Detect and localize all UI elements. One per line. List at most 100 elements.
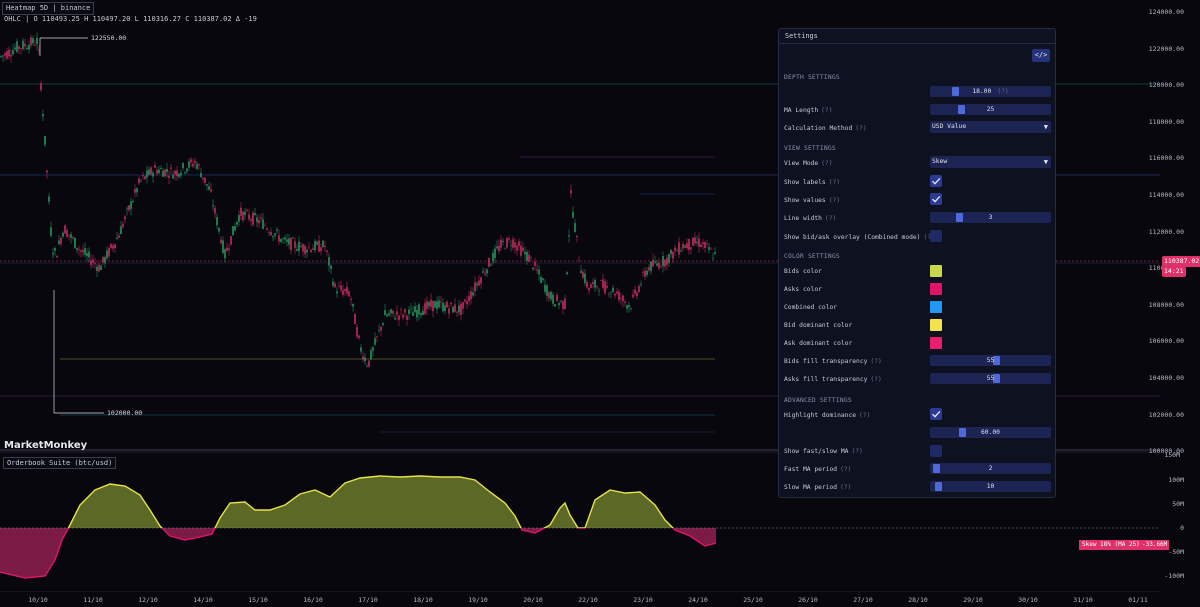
help-icon[interactable]: (?): [870, 358, 882, 365]
ma-length-label: MA Length (?): [784, 107, 833, 114]
asks-fill-slider[interactable]: 55: [930, 373, 1051, 384]
calc-method-select[interactable]: USD Value ▼: [930, 121, 1051, 133]
candle-body: [308, 246, 310, 248]
show-labels-checkbox[interactable]: [930, 175, 942, 187]
ma-length-slider[interactable]: 25: [930, 104, 1051, 115]
overlay-checkbox[interactable]: [930, 230, 942, 242]
combined-color-swatch[interactable]: [930, 301, 942, 313]
candle-body: [396, 311, 398, 315]
candle-body: [266, 228, 268, 230]
settings-panel: Settings </> DEPTH SETTINGS 18.00 (?) MA …: [778, 28, 1056, 498]
slider-knob[interactable]: [933, 464, 940, 473]
candle-body: [52, 252, 54, 255]
candle-body: [612, 287, 614, 292]
candle-body: [466, 301, 468, 305]
help-icon[interactable]: (?): [851, 448, 863, 455]
candle-body: [644, 270, 646, 277]
time-tick-label: 10/10: [28, 596, 48, 604]
candle-body: [420, 313, 422, 316]
candle-body: [18, 46, 20, 50]
time-tick-label: 01/11: [1128, 596, 1148, 604]
skew-value-badge: -33.66M: [1140, 540, 1170, 550]
candle-body: [140, 180, 142, 181]
candle-body: [202, 177, 204, 180]
candle-body: [542, 278, 544, 280]
candle-body: [106, 250, 108, 259]
slider-knob[interactable]: [935, 482, 942, 491]
candle-body: [76, 247, 78, 250]
candle-body: [486, 269, 488, 274]
candle-body: [316, 241, 318, 245]
skew-legend-badge: Skew 18% (MA 25) [USD]: [1079, 540, 1165, 550]
view-mode-select[interactable]: Skew ▼: [930, 156, 1051, 168]
slider-knob[interactable]: [993, 356, 1000, 365]
candle-body: [74, 237, 76, 249]
price-tick-label: 120000.00: [1148, 81, 1184, 90]
time-tick-label: 14/10: [193, 596, 213, 604]
candle-body: [282, 238, 284, 240]
show-fast-slow-checkbox[interactable]: [930, 445, 942, 457]
slider-knob[interactable]: [959, 428, 966, 437]
symbol-label[interactable]: Heatmap 5D | binance: [2, 2, 95, 15]
help-icon[interactable]: (?): [828, 197, 841, 204]
candle-body: [302, 244, 304, 252]
price-chart[interactable]: 122550.00 102000.00: [0, 0, 1160, 592]
candle-body: [696, 241, 698, 243]
slider-knob[interactable]: [952, 87, 959, 96]
asks-color-swatch[interactable]: [930, 283, 942, 295]
candle-body: [610, 292, 612, 294]
depth-slider[interactable]: 18.00 (?): [930, 86, 1051, 97]
calc-method-label: Calculation Method (?): [784, 125, 867, 132]
candle-body: [672, 251, 674, 259]
bids-fill-slider[interactable]: 55: [930, 355, 1051, 366]
time-tick-label: 17/10: [358, 596, 378, 604]
candle-body: [116, 237, 118, 240]
bids-color-swatch[interactable]: [930, 265, 942, 277]
help-icon[interactable]: (?): [923, 234, 934, 241]
candle-body: [198, 164, 200, 166]
help-icon[interactable]: (?): [821, 107, 833, 114]
candle-body: [114, 244, 116, 248]
candle-body: [530, 256, 532, 258]
help-icon[interactable]: (?): [997, 88, 1009, 95]
advanced-section-heading: ADVANCED SETTINGS: [784, 397, 852, 404]
slow-ma-slider[interactable]: 10: [930, 481, 1051, 492]
slider-knob[interactable]: [956, 213, 963, 222]
time-tick-label: 20/10: [523, 596, 543, 604]
candle-body: [14, 47, 16, 50]
candle-body: [412, 312, 414, 316]
slow-ma-label: Slow MA period (?): [784, 484, 852, 491]
code-icon[interactable]: </>: [1032, 49, 1050, 62]
help-icon[interactable]: (?): [828, 179, 841, 186]
ask-dominant-color-swatch[interactable]: [930, 337, 942, 349]
candle-body: [136, 188, 138, 193]
help-icon[interactable]: (?): [840, 466, 852, 473]
candle-body: [372, 347, 374, 351]
slider-knob[interactable]: [958, 105, 965, 114]
help-icon[interactable]: (?): [859, 412, 871, 419]
fast-ma-slider[interactable]: 2: [930, 463, 1051, 474]
calc-method-value: USD Value: [932, 123, 967, 130]
dominance-threshold-slider[interactable]: 60.00: [930, 427, 1051, 438]
candle-body: [414, 306, 416, 313]
dominance-value: 60.00: [981, 429, 1000, 436]
help-icon[interactable]: (?): [840, 484, 852, 491]
candle-body: [350, 298, 352, 300]
help-icon[interactable]: (?): [855, 125, 867, 132]
highlight-dominance-checkbox[interactable]: [930, 408, 942, 420]
candle-body: [112, 245, 114, 249]
checkmark-icon: [932, 177, 941, 185]
help-icon[interactable]: (?): [824, 215, 837, 222]
help-icon[interactable]: (?): [870, 376, 882, 383]
candle-body: [698, 238, 700, 247]
show-values-checkbox[interactable]: [930, 193, 942, 205]
bid-dominant-color-swatch[interactable]: [930, 319, 942, 331]
candle-body: [360, 347, 362, 352]
candle-body: [8, 49, 10, 57]
slider-knob[interactable]: [993, 374, 1000, 383]
candle-body: [280, 238, 282, 242]
indicator-title[interactable]: Orderbook Suite (btc/usd): [3, 457, 117, 469]
candle-body: [418, 304, 420, 315]
line-width-slider[interactable]: 3: [930, 212, 1051, 223]
help-icon[interactable]: (?): [821, 160, 833, 167]
